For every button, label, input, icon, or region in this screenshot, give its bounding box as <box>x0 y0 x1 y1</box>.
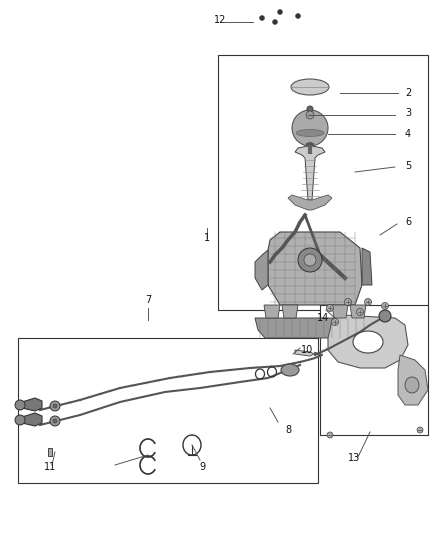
Circle shape <box>296 13 300 19</box>
Polygon shape <box>264 305 280 318</box>
Ellipse shape <box>296 130 324 136</box>
Polygon shape <box>255 318 370 338</box>
Circle shape <box>306 111 314 119</box>
Circle shape <box>298 248 322 272</box>
Circle shape <box>364 298 371 305</box>
Circle shape <box>292 110 328 146</box>
Text: 1: 1 <box>204 233 210 243</box>
Circle shape <box>278 10 283 14</box>
Polygon shape <box>398 355 428 405</box>
Text: 4: 4 <box>405 129 411 139</box>
Polygon shape <box>282 305 298 318</box>
Text: 5: 5 <box>405 161 411 171</box>
Circle shape <box>15 415 25 425</box>
Text: 2: 2 <box>405 88 411 98</box>
Polygon shape <box>288 195 332 210</box>
Text: 13: 13 <box>348 453 360 463</box>
Polygon shape <box>22 398 42 411</box>
Text: 11: 11 <box>44 462 56 472</box>
Circle shape <box>272 20 278 25</box>
Ellipse shape <box>353 331 383 353</box>
Text: 9: 9 <box>199 462 205 472</box>
Polygon shape <box>268 232 362 305</box>
Circle shape <box>332 319 339 326</box>
Circle shape <box>417 427 423 433</box>
Circle shape <box>259 15 265 20</box>
Circle shape <box>50 401 60 411</box>
Polygon shape <box>295 350 314 356</box>
Bar <box>18 338 318 483</box>
Polygon shape <box>328 315 408 368</box>
Circle shape <box>379 310 391 322</box>
Circle shape <box>307 106 313 112</box>
Circle shape <box>357 309 364 316</box>
Polygon shape <box>362 248 372 285</box>
Circle shape <box>304 254 316 266</box>
Polygon shape <box>48 448 52 456</box>
Circle shape <box>53 419 57 423</box>
Text: 8: 8 <box>285 425 291 435</box>
Polygon shape <box>332 305 348 318</box>
Ellipse shape <box>405 377 419 393</box>
Text: 10: 10 <box>301 345 313 355</box>
Circle shape <box>327 432 333 438</box>
Circle shape <box>50 416 60 426</box>
Circle shape <box>53 404 57 408</box>
Polygon shape <box>22 413 42 426</box>
Polygon shape <box>350 305 366 318</box>
Text: 6: 6 <box>405 217 411 227</box>
Ellipse shape <box>291 79 329 95</box>
Bar <box>320 305 428 435</box>
Bar <box>218 55 428 310</box>
Text: 3: 3 <box>405 108 411 118</box>
Polygon shape <box>255 250 268 290</box>
Ellipse shape <box>281 364 299 376</box>
Text: 14: 14 <box>317 313 329 323</box>
Circle shape <box>326 304 333 311</box>
Circle shape <box>15 400 25 410</box>
Text: 12: 12 <box>214 15 226 25</box>
Circle shape <box>345 298 352 305</box>
Text: 7: 7 <box>145 295 151 305</box>
Polygon shape <box>295 146 325 200</box>
Circle shape <box>381 303 389 310</box>
